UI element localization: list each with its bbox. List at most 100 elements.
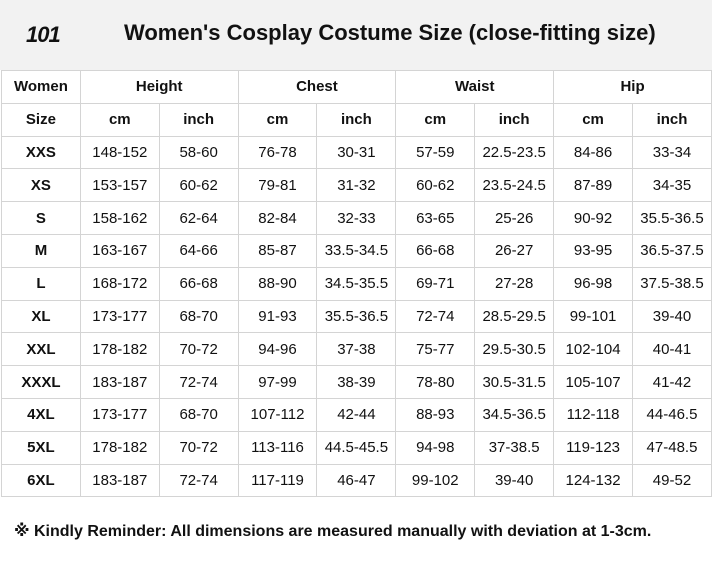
header-unit-inch: inch (631, 102, 712, 137)
measurement-cell: 107-112 (237, 397, 318, 432)
measurement-cell: 88-90 (237, 266, 318, 301)
size-label-cell: 4XL (1, 397, 81, 432)
measurement-cell: 119-123 (553, 430, 633, 465)
measurement-cell: 40-41 (631, 332, 712, 367)
size-chart-table: Women Height Chest Waist Hip Size cm inc… (1, 70, 712, 498)
table-row: XS 153-157 60-62 79-81 31-32 60-62 23.5-24.5 87… (1, 168, 712, 203)
size-label-cell: S (1, 201, 81, 235)
measurement-cell: 68-70 (158, 299, 239, 334)
measurement-cell: 94-96 (237, 332, 318, 367)
measurement-cell: 26-27 (474, 233, 555, 268)
measurement-cell: 30-31 (316, 135, 397, 170)
measurement-cell: 173-177 (79, 299, 160, 334)
size-label-cell: XXS (1, 135, 81, 170)
table-row: XXS 148-152 58-60 76-78 30-31 57-59 22.5-23.5 8… (1, 135, 712, 170)
measurement-cell: 72-74 (158, 365, 239, 399)
brand-logo: 101 (26, 22, 61, 47)
table-row: S 158-162 62-64 82-84 32-33 63-65 25-26 90-92 35… (1, 201, 712, 235)
size-label-cell: M (1, 233, 81, 268)
measurement-cell: 62-64 (158, 201, 239, 235)
measurement-cell: 47-48.5 (631, 430, 712, 465)
table-row: L 168-172 66-68 88-90 34.5-35.5 69-71 27-28 96-… (1, 266, 712, 301)
header-row-units: Size cm inch cm inch cm inch cm inch (1, 102, 712, 137)
header-unit-cm: cm (395, 102, 476, 137)
header-chest: Chest (237, 70, 397, 104)
measurement-cell: 46-47 (316, 463, 397, 498)
measurement-cell: 105-107 (553, 365, 633, 399)
measurement-cell: 34-35 (631, 168, 712, 203)
measurement-cell: 84-86 (553, 135, 633, 170)
measurement-cell: 32-33 (316, 201, 397, 235)
measurement-cell: 96-98 (553, 266, 633, 301)
measurement-cell: 183-187 (79, 463, 160, 498)
measurement-cell: 94-98 (395, 430, 476, 465)
header-waist: Waist (395, 70, 555, 104)
header-height: Height (79, 70, 239, 104)
measurement-cell: 37.5-38.5 (631, 266, 712, 301)
measurement-cell: 34.5-36.5 (474, 397, 555, 432)
measurement-cell: 42-44 (316, 397, 397, 432)
measurement-cell: 37-38 (316, 332, 397, 367)
measurement-cell: 34.5-35.5 (316, 266, 397, 301)
measurement-cell: 37-38.5 (474, 430, 555, 465)
measurement-cell: 72-74 (158, 463, 239, 498)
measurement-cell: 75-77 (395, 332, 476, 367)
measurement-cell: 173-177 (79, 397, 160, 432)
measurement-cell: 148-152 (79, 135, 160, 170)
table-row: 6XL 183-187 72-74 117-119 46-47 99-102 39-40 12… (1, 463, 712, 498)
measurement-cell: 158-162 (79, 201, 160, 235)
measurement-cell: 178-182 (79, 430, 160, 465)
measurement-cell: 66-68 (395, 233, 476, 268)
table-row: M 163-167 64-66 85-87 33.5-34.5 66-68 26-27 93-… (1, 233, 712, 268)
measurement-cell: 44-46.5 (631, 397, 712, 432)
measurement-cell: 22.5-23.5 (474, 135, 555, 170)
measurement-cell: 99-101 (553, 299, 633, 334)
measurement-cell: 168-172 (79, 266, 160, 301)
size-label-cell: 5XL (1, 430, 81, 465)
measurement-cell: 124-132 (553, 463, 633, 498)
measurement-cell: 183-187 (79, 365, 160, 399)
measurement-cell: 112-118 (553, 397, 633, 432)
page-title: Women's Cosplay Costume Size (close-fitt… (124, 20, 656, 45)
measurement-cell: 60-62 (395, 168, 476, 203)
measurement-cell: 66-68 (158, 266, 239, 301)
measurement-cell: 70-72 (158, 332, 239, 367)
measurement-cell: 69-71 (395, 266, 476, 301)
measurement-cell: 33-34 (631, 135, 712, 170)
measurement-cell: 82-84 (237, 201, 318, 235)
measurement-cell: 93-95 (553, 233, 633, 268)
size-label-cell: XL (1, 299, 81, 334)
kindly-reminder: ※ Kindly Reminder: All dimensions are me… (14, 523, 652, 540)
measurement-cell: 57-59 (395, 135, 476, 170)
size-label-cell: L (1, 266, 81, 301)
size-label-cell: XXL (1, 332, 81, 367)
measurement-cell: 38-39 (316, 365, 397, 399)
measurement-cell: 30.5-31.5 (474, 365, 555, 399)
header-size: Size (1, 102, 81, 137)
measurement-cell: 49-52 (631, 463, 712, 498)
measurement-cell: 39-40 (474, 463, 555, 498)
size-label-cell: XS (1, 168, 81, 203)
measurement-cell: 25-26 (474, 201, 555, 235)
measurement-cell: 78-80 (395, 365, 476, 399)
measurement-cell: 163-167 (79, 233, 160, 268)
measurement-cell: 35.5-36.5 (316, 299, 397, 334)
header-unit-inch: inch (474, 102, 555, 137)
table-row: XXXL 183-187 72-74 97-99 38-39 78-80 30.5-31.5… (1, 365, 712, 399)
measurement-cell: 85-87 (237, 233, 318, 268)
measurement-cell: 29.5-30.5 (474, 332, 555, 367)
measurement-cell: 97-99 (237, 365, 318, 399)
measurement-cell: 117-119 (237, 463, 318, 498)
measurement-cell: 102-104 (553, 332, 633, 367)
measurement-cell: 64-66 (158, 233, 239, 268)
measurement-cell: 41-42 (631, 365, 712, 399)
measurement-cell: 36.5-37.5 (631, 233, 712, 268)
measurement-cell: 87-89 (553, 168, 633, 203)
header-hip: Hip (553, 70, 712, 104)
measurement-cell: 58-60 (158, 135, 239, 170)
measurement-cell: 35.5-36.5 (631, 201, 712, 235)
measurement-cell: 90-92 (553, 201, 633, 235)
measurement-cell: 63-65 (395, 201, 476, 235)
measurement-cell: 99-102 (395, 463, 476, 498)
measurement-cell: 79-81 (237, 168, 318, 203)
